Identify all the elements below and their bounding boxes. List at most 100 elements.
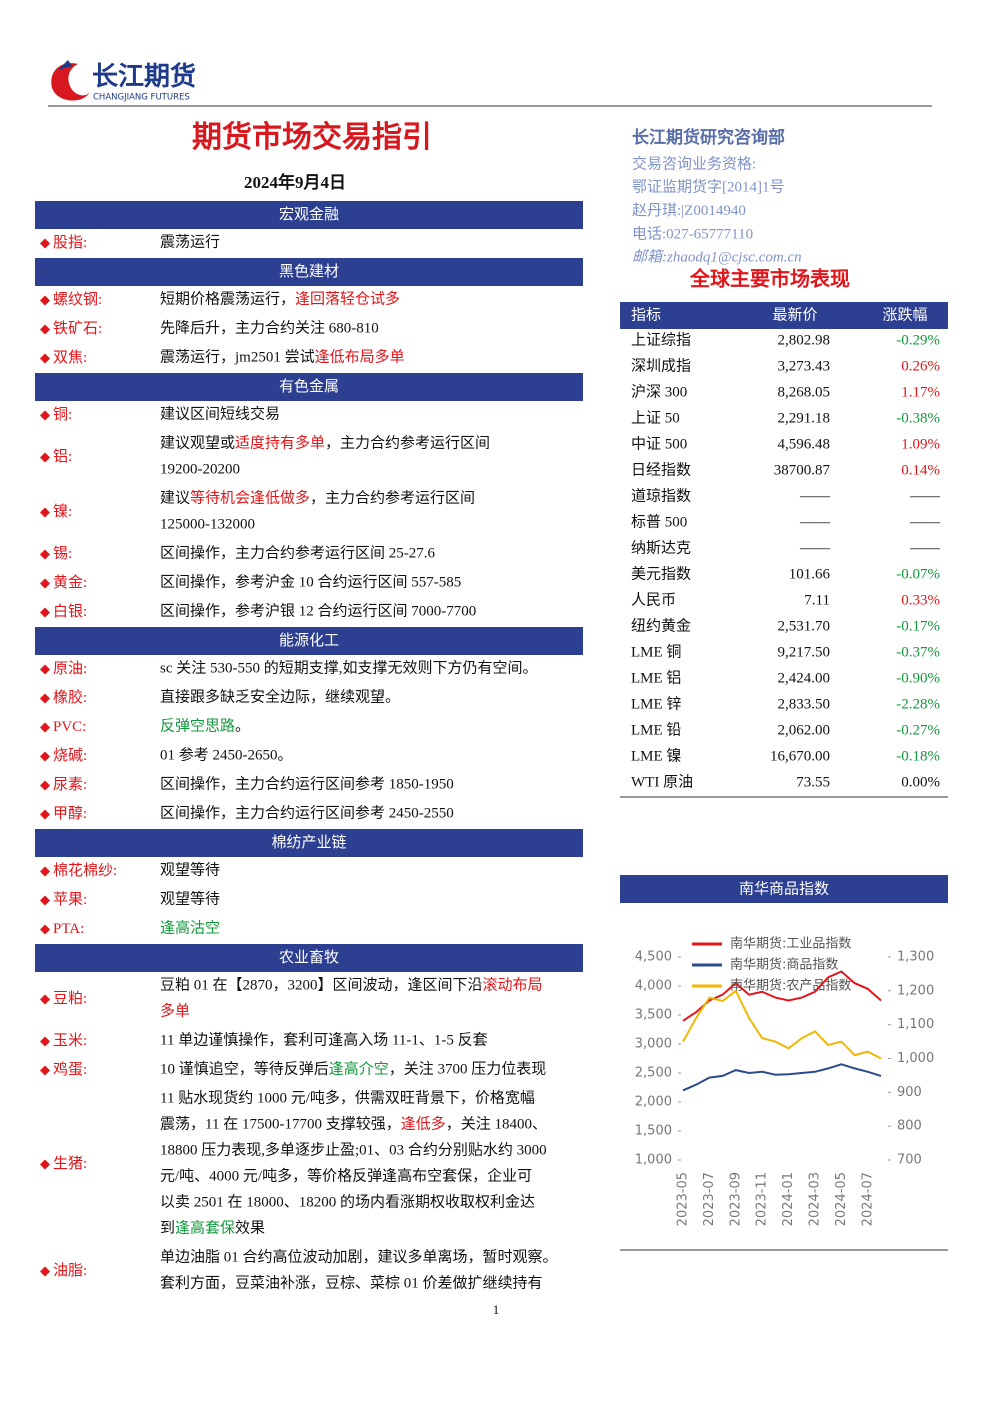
market-name: LME 铜 bbox=[631, 643, 681, 660]
highlight: 滚动布局 bbox=[483, 977, 543, 994]
item-text: 观望等待 bbox=[160, 861, 220, 879]
text-segment: 11 贴水现货约 1000 元/吨多，供需双旺背景下，价格宽幅 bbox=[160, 1090, 535, 1107]
market-price: —— bbox=[799, 488, 831, 504]
y-tick-label: 2,000 bbox=[635, 1095, 672, 1110]
text-segment: 先降后升，主力合约关注 680-810 bbox=[160, 320, 379, 337]
x-tick-label: 2024-05 bbox=[834, 1172, 849, 1226]
x-tick-label: 2024-07 bbox=[860, 1172, 875, 1226]
text-segment: ，关注 18400、 bbox=[446, 1116, 547, 1133]
market-price: 2,802.98 bbox=[778, 332, 831, 348]
text-segment: 11 单边谨慎操作，套利可逢高入场 11-1、1-5 反套 bbox=[160, 1031, 488, 1049]
market-change: 0.26% bbox=[901, 358, 940, 374]
market-change: -0.38% bbox=[896, 410, 940, 426]
bullet bbox=[40, 549, 50, 560]
chart-title-bar bbox=[620, 875, 948, 903]
table-header bbox=[620, 302, 948, 329]
market-change: 0.33% bbox=[901, 592, 940, 608]
item-label: 双焦: bbox=[53, 349, 87, 366]
section-title: 棉纺产业链 bbox=[271, 834, 346, 851]
market-name: 纽约黄金 bbox=[631, 617, 691, 634]
text-segment: 震荡运行，jm2501 尝试 bbox=[160, 349, 315, 366]
series-line bbox=[682, 970, 882, 1022]
x-tick-label: 2023-07 bbox=[702, 1172, 717, 1226]
text-segment: ，主力合约参考运行区间 bbox=[310, 490, 475, 507]
item-text: 区间操作，主力合约运行区间参考 1850-1950 bbox=[160, 776, 454, 793]
highlight: 等待机会逢低做多 bbox=[190, 489, 310, 507]
text-segment: 10 谨慎追空，等待反弹后 bbox=[160, 1060, 329, 1078]
market-change: —— bbox=[909, 488, 941, 504]
contact-line: 赵丹琪:|Z0014940 bbox=[632, 202, 746, 219]
item-label: 烧碱: bbox=[53, 747, 87, 764]
y2-tick-label: 1,200 bbox=[897, 983, 934, 998]
market-price: 7.11 bbox=[804, 592, 830, 608]
market-change: -0.90% bbox=[896, 670, 940, 686]
market-change: -0.17% bbox=[896, 618, 940, 634]
text-segment: 125000-132000 bbox=[160, 517, 255, 533]
text-segment: ，主力合约参考运行区间 bbox=[325, 435, 490, 452]
section-title: 黑色建材 bbox=[279, 263, 339, 280]
highlight: 适度持有多单 bbox=[235, 435, 325, 452]
series-line bbox=[682, 1063, 882, 1092]
text-segment: 建议 bbox=[160, 490, 190, 507]
text-segment: 短期价格震荡运行， bbox=[160, 291, 295, 308]
market-price: 16,670.00 bbox=[770, 748, 830, 764]
y2-tick-label: 1,300 bbox=[897, 950, 934, 965]
market-price: 3,273.43 bbox=[778, 358, 831, 374]
market-change: —— bbox=[909, 540, 941, 556]
market-change: 1.17% bbox=[901, 384, 940, 400]
item-text: 区间操作，参考沪金 10 合约运行区间 557-585 bbox=[160, 574, 461, 591]
x-tick-label: 2023-05 bbox=[676, 1172, 691, 1226]
market-name: 中证 500 bbox=[631, 435, 687, 452]
highlight: 逢低多 bbox=[401, 1116, 446, 1133]
bullet bbox=[40, 353, 50, 364]
contact-line: 邮箱:zhaodq1@cjsc.com.cn bbox=[632, 249, 802, 266]
item-text: 豆粕 01 在【2870，3200】区间波动，逢区间下沿滚动布局 bbox=[160, 977, 543, 994]
text-segment: 区间操作，主力合约运行区间参考 2450-2550 bbox=[160, 805, 454, 822]
market-name: 日经指数 bbox=[631, 461, 691, 478]
market-change: -0.07% bbox=[896, 566, 940, 582]
item-text: 建议等待机会逢低做多，主力合约参考运行区间 bbox=[160, 489, 475, 507]
section-bar bbox=[35, 627, 583, 655]
market-name: 上证综指 bbox=[631, 331, 691, 348]
market-change: 1.09% bbox=[901, 436, 940, 452]
item-text: 逢高沽空 bbox=[160, 920, 220, 937]
section-title: 宏观金融 bbox=[279, 206, 339, 223]
market-change: -2.28% bbox=[896, 696, 940, 712]
y-tick-label: 4,500 bbox=[635, 950, 672, 965]
market-change: 0.14% bbox=[901, 462, 940, 478]
item-text: 建议观望或适度持有多单，主力合约参考运行区间 bbox=[160, 435, 490, 452]
section-title: 能源化工 bbox=[279, 632, 339, 649]
market-price: 101.66 bbox=[789, 566, 831, 582]
bullet bbox=[40, 295, 50, 306]
chart-title: 南华商品指数 bbox=[739, 880, 829, 897]
contact-line: 交易咨询业务资格: bbox=[632, 154, 756, 172]
market-price: 2,062.00 bbox=[778, 722, 831, 738]
item-label: 豆粕: bbox=[53, 990, 87, 1007]
y-tick-label: 3,500 bbox=[635, 1008, 672, 1023]
item-text: 单边油脂 01 合约高位波动加剧，建议多单离场，暂时观察。 bbox=[160, 1248, 558, 1266]
text-segment: 套利方面，豆菜油补涨，豆棕、菜棕 01 价差做扩继续持有 bbox=[160, 1275, 543, 1292]
y2-tick-label: 1,000 bbox=[897, 1051, 934, 1066]
market-change: -0.37% bbox=[896, 644, 940, 660]
logo-text: 长江期货 bbox=[92, 61, 196, 91]
text-segment: 到 bbox=[160, 1220, 175, 1237]
section-title: 有色金属 bbox=[279, 378, 339, 395]
item-label: PTA: bbox=[53, 921, 84, 937]
section-bar bbox=[35, 373, 583, 401]
market-name: 上证 50 bbox=[631, 409, 680, 426]
market-change: -0.18% bbox=[896, 748, 940, 764]
x-tick-label: 2024-01 bbox=[781, 1172, 796, 1226]
dept: 长江期货研究咨询部 bbox=[632, 127, 785, 147]
bullet bbox=[40, 324, 50, 335]
bullet bbox=[40, 1036, 50, 1047]
item-text: sc 关注 530-550 的短期支撑,如支撑无效则下方仍有空间。 bbox=[160, 660, 538, 677]
page-number: 1 bbox=[493, 1302, 500, 1317]
y-tick-label: 2,500 bbox=[635, 1066, 672, 1081]
item-text: 区间操作，参考沪银 12 合约运行区间 7000-7700 bbox=[160, 603, 476, 620]
item-text: 直接跟多缺乏安全边际，继续观望。 bbox=[160, 688, 400, 706]
item-label: 股指: bbox=[53, 234, 87, 251]
item-text: 反弹空思路。 bbox=[160, 718, 250, 735]
highlight: 逢低布局多单 bbox=[315, 349, 405, 366]
item-label: 橡胶: bbox=[53, 689, 87, 706]
market-name: 深圳成指 bbox=[631, 357, 691, 374]
